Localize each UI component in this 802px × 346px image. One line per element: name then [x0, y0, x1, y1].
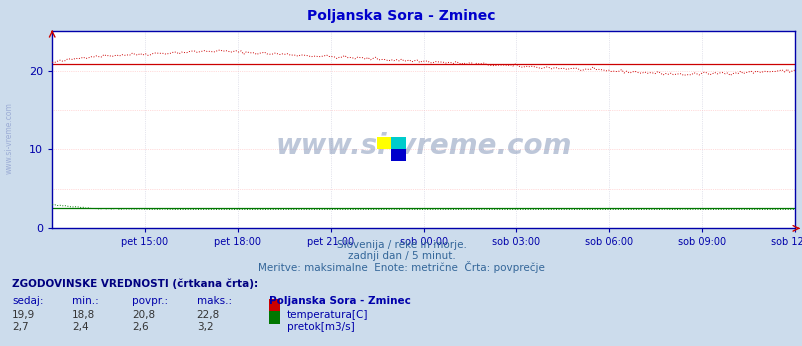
Text: sedaj:: sedaj: — [12, 296, 43, 306]
Bar — [391, 137, 405, 149]
Text: Slovenija / reke in morje.: Slovenija / reke in morje. — [336, 240, 466, 251]
Text: zadnji dan / 5 minut.: zadnji dan / 5 minut. — [347, 251, 455, 261]
Text: www.si-vreme.com: www.si-vreme.com — [275, 131, 571, 160]
Text: 18,8: 18,8 — [72, 310, 95, 320]
Text: Poljanska Sora - Zminec: Poljanska Sora - Zminec — [269, 296, 411, 306]
Bar — [377, 137, 391, 149]
Text: Meritve: maksimalne  Enote: metrične  Črta: povprečje: Meritve: maksimalne Enote: metrične Črta… — [257, 261, 545, 273]
Text: pretok[m3/s]: pretok[m3/s] — [286, 322, 354, 332]
Text: temperatura[C]: temperatura[C] — [286, 310, 367, 320]
Text: 2,7: 2,7 — [12, 322, 29, 332]
Text: 22,8: 22,8 — [196, 310, 220, 320]
Text: 2,4: 2,4 — [72, 322, 89, 332]
Text: 2,6: 2,6 — [132, 322, 149, 332]
Text: www.si-vreme.com: www.si-vreme.com — [5, 102, 14, 174]
Text: Poljanska Sora - Zminec: Poljanska Sora - Zminec — [307, 9, 495, 22]
Bar — [391, 149, 405, 161]
Text: ZGODOVINSKE VREDNOSTI (črtkana črta):: ZGODOVINSKE VREDNOSTI (črtkana črta): — [12, 279, 258, 289]
Text: 19,9: 19,9 — [12, 310, 35, 320]
Text: povpr.:: povpr.: — [132, 296, 168, 306]
Text: maks.:: maks.: — [196, 296, 232, 306]
Text: min.:: min.: — [72, 296, 99, 306]
Text: 20,8: 20,8 — [132, 310, 156, 320]
Text: 3,2: 3,2 — [196, 322, 213, 332]
